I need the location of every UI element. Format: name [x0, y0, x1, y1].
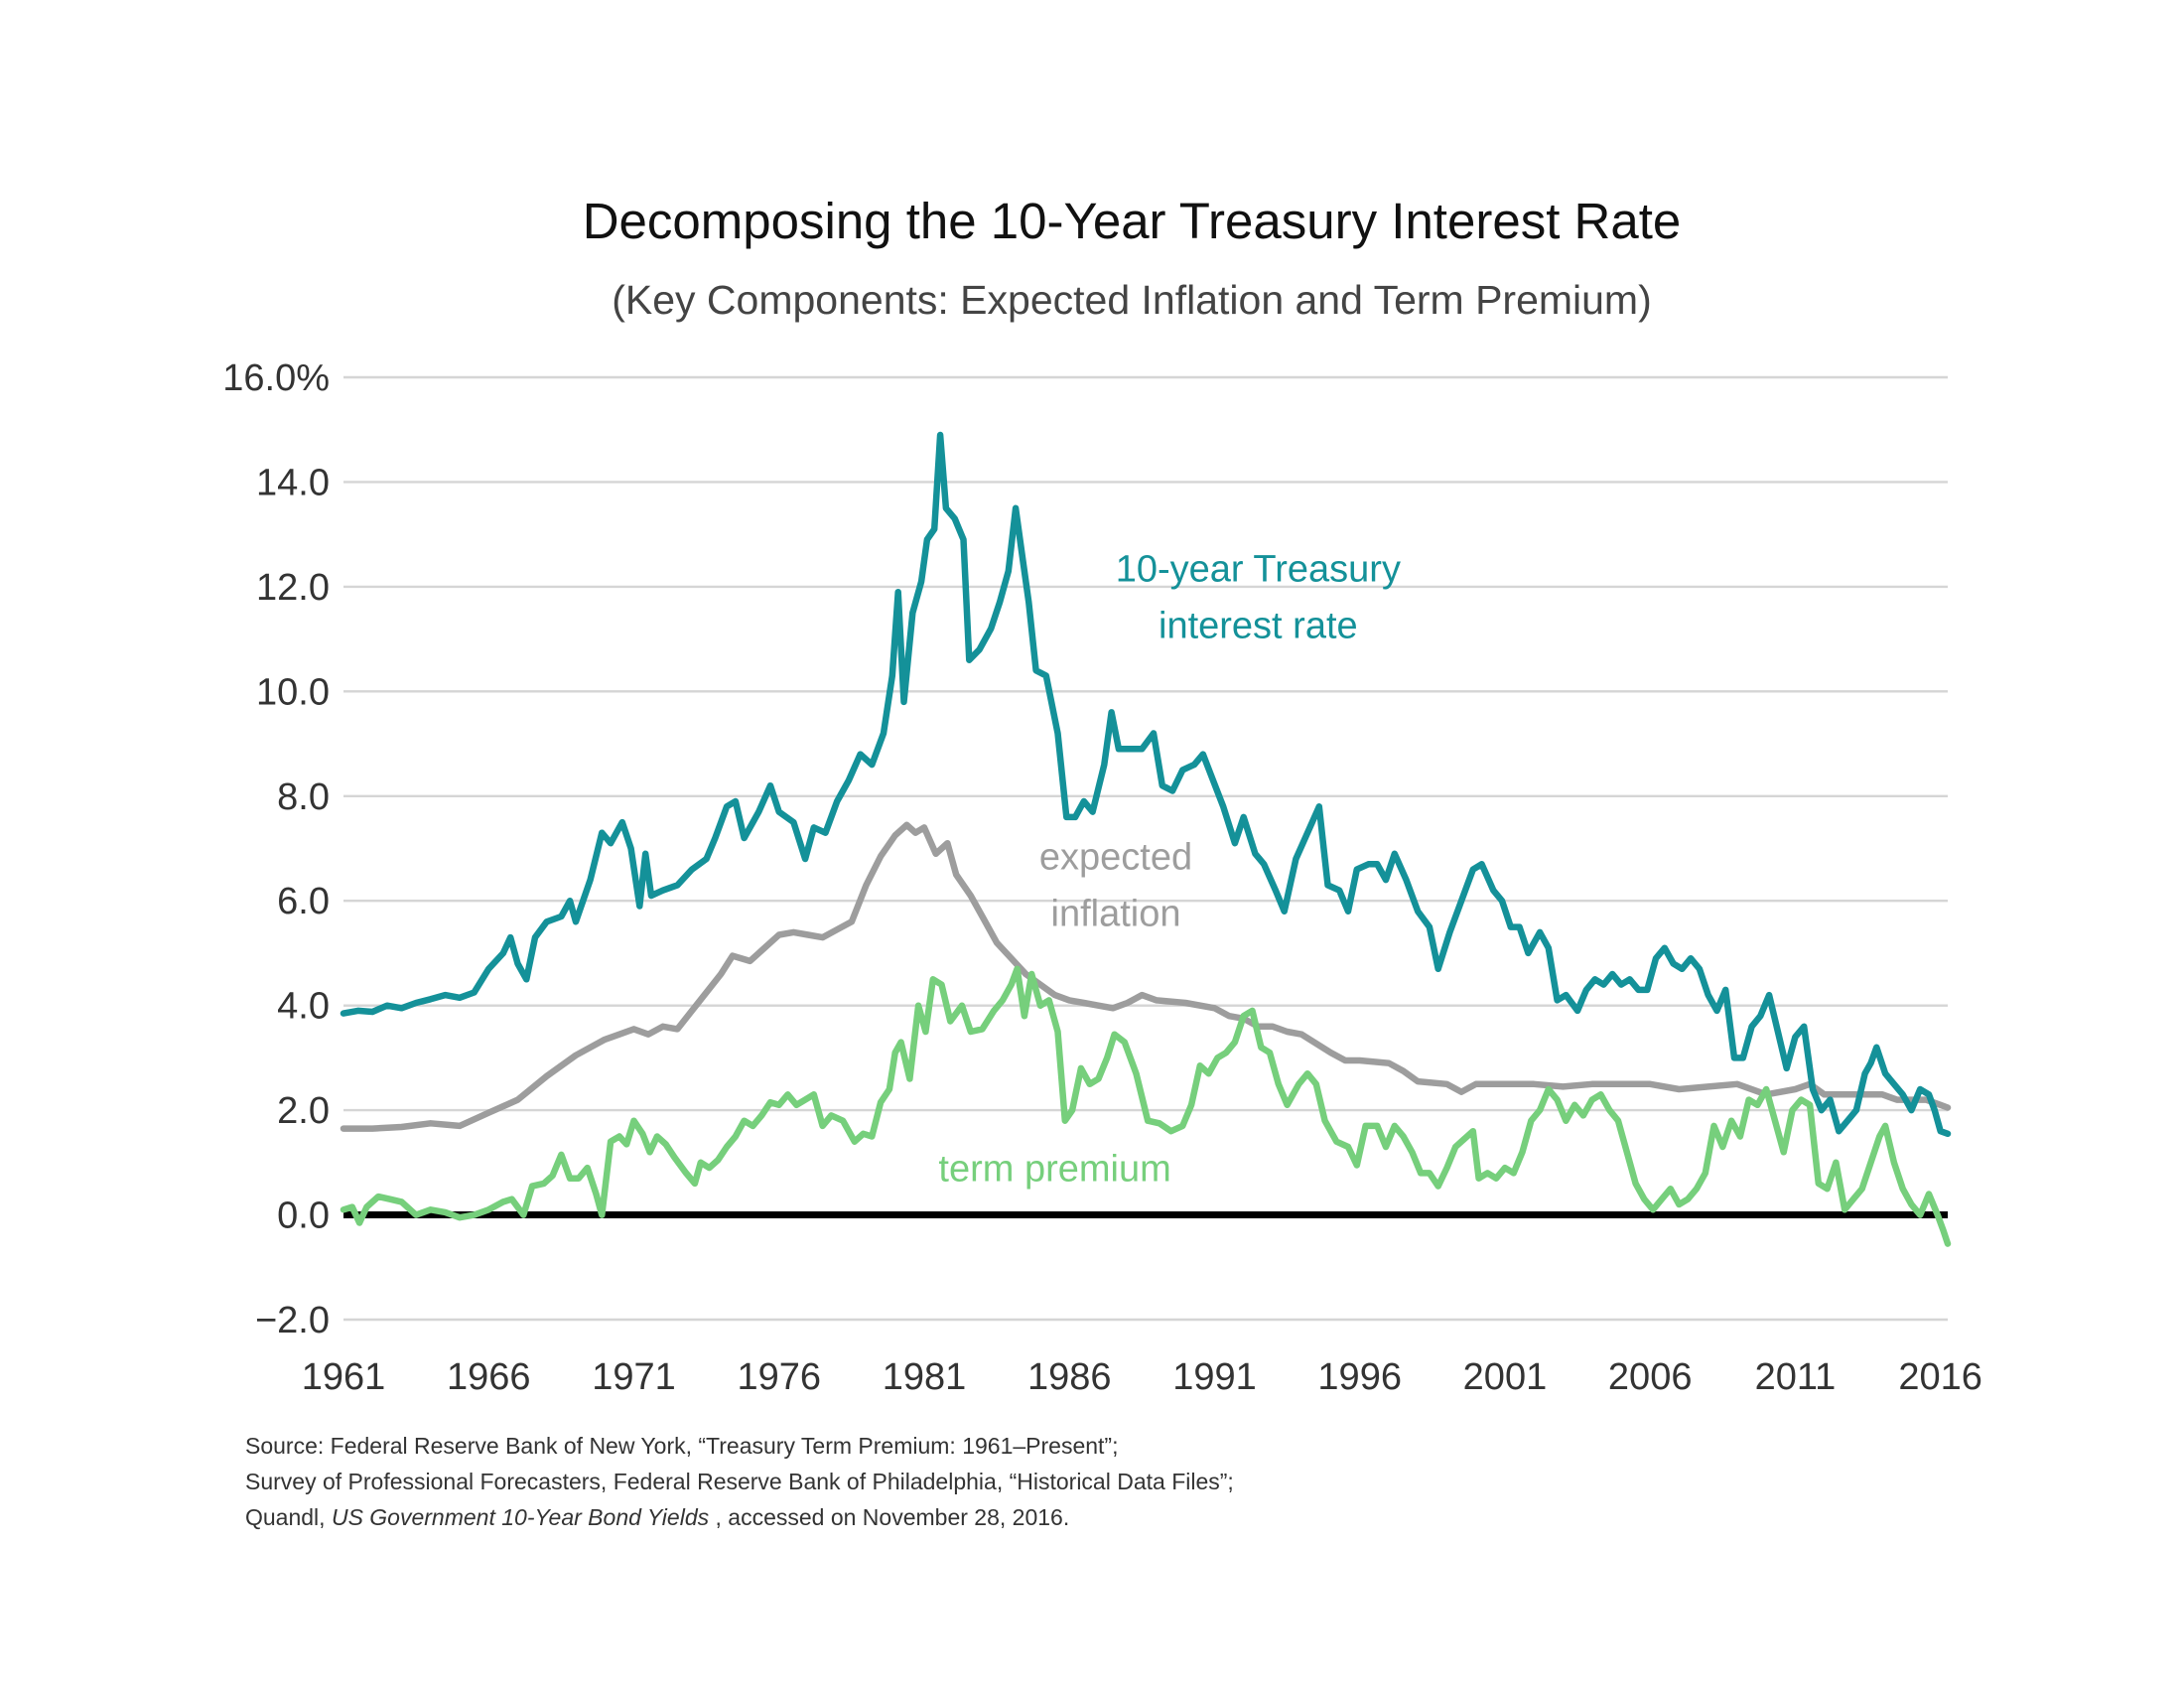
gridlines — [343, 375, 1948, 1322]
source-line-2: Survey of Professional Forecasters, Fede… — [245, 1469, 1234, 1494]
chart-title: Decomposing the 10-Year Treasury Interes… — [583, 193, 1682, 249]
y-tick-label: 0.0 — [277, 1196, 330, 1237]
series-label-treasury: 10-year Treasury — [1116, 549, 1401, 591]
x-tick-label: 1991 — [1172, 1356, 1257, 1398]
y-tick-label: 14.0 — [256, 462, 330, 503]
y-tick-label: 12.0 — [256, 567, 330, 609]
chart-subtitle: (Key Components: Expected Inflation and … — [612, 277, 1652, 323]
source-line-3-prefix: Quandl, — [245, 1504, 332, 1530]
series-label-term-premium: term premium — [938, 1148, 1170, 1190]
y-tick-label: 10.0 — [256, 671, 330, 713]
y-axis-ticks: 16.0% 14.0 12.0 10.0 8.0 6.0 4.0 2.0 0.0 −2.0 — [222, 357, 330, 1341]
series-label-treasury: interest rate — [1159, 606, 1358, 647]
x-axis-ticks: 1961 1966 1971 1976 1981 1986 1991 1996 2001 2006… — [302, 1356, 1982, 1398]
source-line-1: Source: Federal Reserve Bank of New York… — [245, 1433, 1118, 1459]
y-tick-label: 16.0% — [222, 357, 330, 399]
x-tick-label: 1976 — [737, 1356, 821, 1398]
x-tick-label: 1961 — [302, 1356, 386, 1398]
source-line-3-suffix: , accessed on November 28, 2016. — [716, 1504, 1070, 1530]
x-tick-label: 2001 — [1463, 1356, 1548, 1398]
source-line-3: Quandl, US Government 10-Year Bond Yield… — [245, 1504, 1069, 1530]
x-tick-label: 2016 — [1898, 1356, 1982, 1398]
y-tick-label: 4.0 — [277, 986, 330, 1028]
series-line-treasury — [340, 431, 1952, 1138]
y-tick-label: 6.0 — [277, 881, 330, 922]
x-tick-label: 1981 — [883, 1356, 967, 1398]
x-tick-label: 1971 — [592, 1356, 676, 1398]
x-tick-label: 2006 — [1608, 1356, 1693, 1398]
x-tick-label: 1996 — [1317, 1356, 1402, 1398]
y-tick-label: 8.0 — [277, 776, 330, 818]
data-series — [340, 431, 1952, 1247]
x-tick-label: 1966 — [447, 1356, 531, 1398]
series-label-inflation: inflation — [1051, 894, 1181, 935]
series-labels: 10-year Treasury interest rate expected inf… — [938, 549, 1401, 1191]
x-tick-label: 2011 — [1755, 1356, 1837, 1398]
source-line-3-title: US Government 10-Year Bond Yields — [332, 1504, 710, 1530]
y-tick-label: 2.0 — [277, 1090, 330, 1132]
series-line-inflation — [340, 821, 1952, 1132]
x-tick-label: 1986 — [1027, 1356, 1112, 1398]
series-label-inflation: expected — [1039, 837, 1192, 879]
source-note: Source: Federal Reserve Bank of New York… — [245, 1433, 1234, 1530]
series-line-term-premium — [340, 965, 1952, 1247]
y-tick-label: −2.0 — [255, 1300, 330, 1341]
